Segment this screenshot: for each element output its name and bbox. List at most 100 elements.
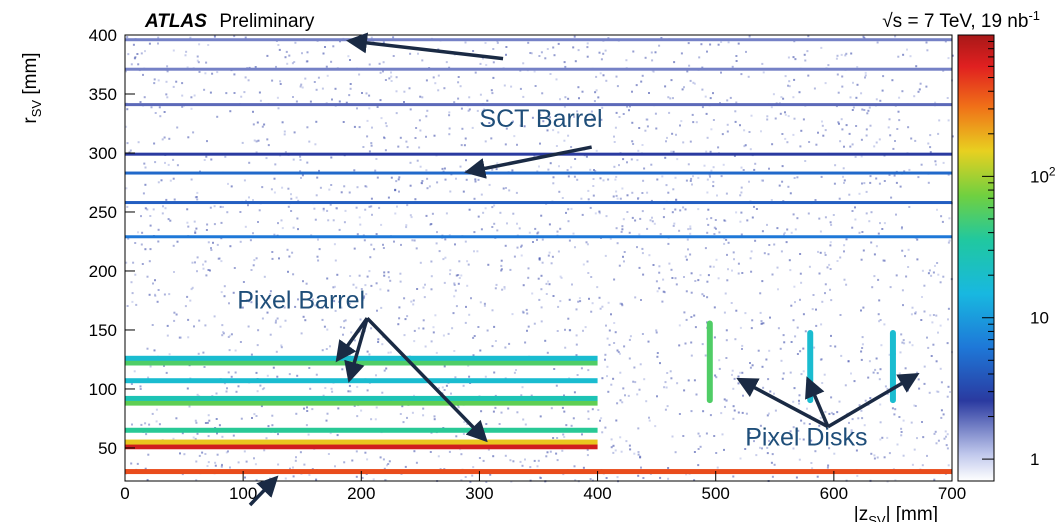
noise-speckle: [140, 423, 143, 426]
noise-speckle: [836, 73, 839, 76]
noise-speckle: [135, 303, 138, 306]
noise-speckle: [137, 231, 139, 234]
noise-speckle: [745, 412, 748, 415]
noise-speckle: [295, 412, 298, 415]
noise-speckle: [638, 266, 641, 269]
noise-speckle: [586, 243, 589, 246]
noise-speckle: [198, 43, 201, 46]
noise-speckle: [542, 110, 545, 112]
noise-speckle: [209, 206, 212, 209]
noise-speckle: [573, 175, 576, 178]
noise-speckle: [139, 101, 142, 104]
noise-speckle: [410, 216, 413, 219]
noise-speckle: [827, 464, 830, 467]
noise-speckle: [196, 432, 199, 435]
noise-speckle: [612, 195, 615, 198]
noise-speckle: [776, 227, 779, 230]
noise-speckle: [843, 181, 845, 184]
noise-speckle: [303, 463, 306, 466]
noise-speckle: [705, 112, 708, 115]
noise-speckle: [628, 444, 631, 447]
noise-speckle: [167, 163, 170, 166]
noise-speckle: [273, 233, 276, 236]
noise-speckle: [503, 286, 506, 288]
noise-speckle: [403, 101, 405, 103]
noise-speckle: [930, 355, 933, 357]
noise-speckle: [334, 87, 337, 90]
noise-speckle: [444, 178, 447, 181]
noise-speckle: [715, 452, 718, 454]
noise-speckle: [492, 410, 495, 413]
noise-speckle: [779, 347, 782, 350]
noise-speckle: [431, 212, 434, 215]
noise-speckle: [425, 169, 428, 172]
noise-speckle: [767, 378, 770, 381]
noise-speckle: [490, 137, 493, 140]
noise-speckle: [149, 224, 152, 227]
noise-speckle: [933, 478, 936, 481]
noise-speckle: [269, 290, 272, 293]
noise-speckle: [422, 319, 425, 322]
noise-speckle: [727, 268, 729, 271]
noise-speckle: [651, 216, 653, 219]
noise-speckle: [656, 352, 659, 354]
noise-speckle: [864, 76, 866, 79]
noise-speckle: [841, 75, 844, 78]
noise-speckle: [519, 460, 522, 463]
noise-speckle: [449, 269, 452, 272]
noise-speckle: [201, 451, 204, 454]
noise-speckle: [278, 48, 281, 51]
noise-speckle: [768, 349, 771, 352]
noise-speckle: [383, 274, 386, 277]
noise-speckle: [361, 476, 364, 479]
noise-speckle: [856, 83, 859, 86]
noise-speckle: [353, 125, 356, 128]
noise-speckle: [491, 206, 494, 209]
noise-speckle: [904, 255, 906, 258]
noise-speckle: [243, 450, 246, 453]
barrel-layer-band: [125, 201, 952, 205]
noise-speckle: [937, 331, 939, 334]
noise-speckle: [935, 314, 938, 317]
noise-speckle: [690, 291, 693, 294]
noise-speckle: [597, 409, 600, 411]
noise-speckle: [360, 409, 363, 412]
noise-speckle: [353, 339, 356, 342]
annotation-arrow: [248, 475, 279, 507]
noise-speckle: [275, 350, 278, 353]
noise-speckle: [149, 248, 152, 251]
noise-speckle: [247, 204, 249, 207]
noise-speckle: [587, 198, 590, 201]
noise-speckle: [525, 308, 528, 311]
noise-speckle: [842, 167, 845, 170]
noise-speckle: [166, 324, 169, 327]
annotation-arrow: [736, 377, 829, 429]
noise-speckle: [284, 319, 287, 322]
noise-speckle: [214, 461, 217, 464]
noise-speckle: [746, 219, 749, 222]
noise-speckle: [527, 276, 530, 279]
noise-speckle: [571, 283, 573, 286]
noise-speckle: [507, 109, 510, 112]
noise-speckle: [473, 231, 476, 234]
noise-speckle: [682, 206, 685, 209]
noise-speckle: [755, 208, 758, 210]
noise-speckle: [531, 116, 534, 119]
noise-speckle: [577, 49, 580, 52]
noise-speckle: [303, 407, 305, 410]
noise-speckle: [739, 326, 742, 329]
noise-speckle: [384, 149, 387, 152]
noise-speckle: [161, 212, 164, 215]
noise-speckle: [302, 315, 305, 318]
noise-speckle: [457, 81, 460, 84]
noise-speckle: [851, 226, 854, 229]
noise-speckle: [255, 371, 258, 374]
noise-speckle: [762, 322, 765, 325]
noise-speckle: [520, 244, 523, 247]
noise-speckle: [664, 85, 667, 88]
noise-speckle: [279, 83, 282, 85]
noise-speckle: [667, 467, 670, 469]
noise-speckle: [547, 254, 550, 257]
noise-speckle: [726, 130, 729, 133]
noise-speckle: [422, 327, 425, 330]
